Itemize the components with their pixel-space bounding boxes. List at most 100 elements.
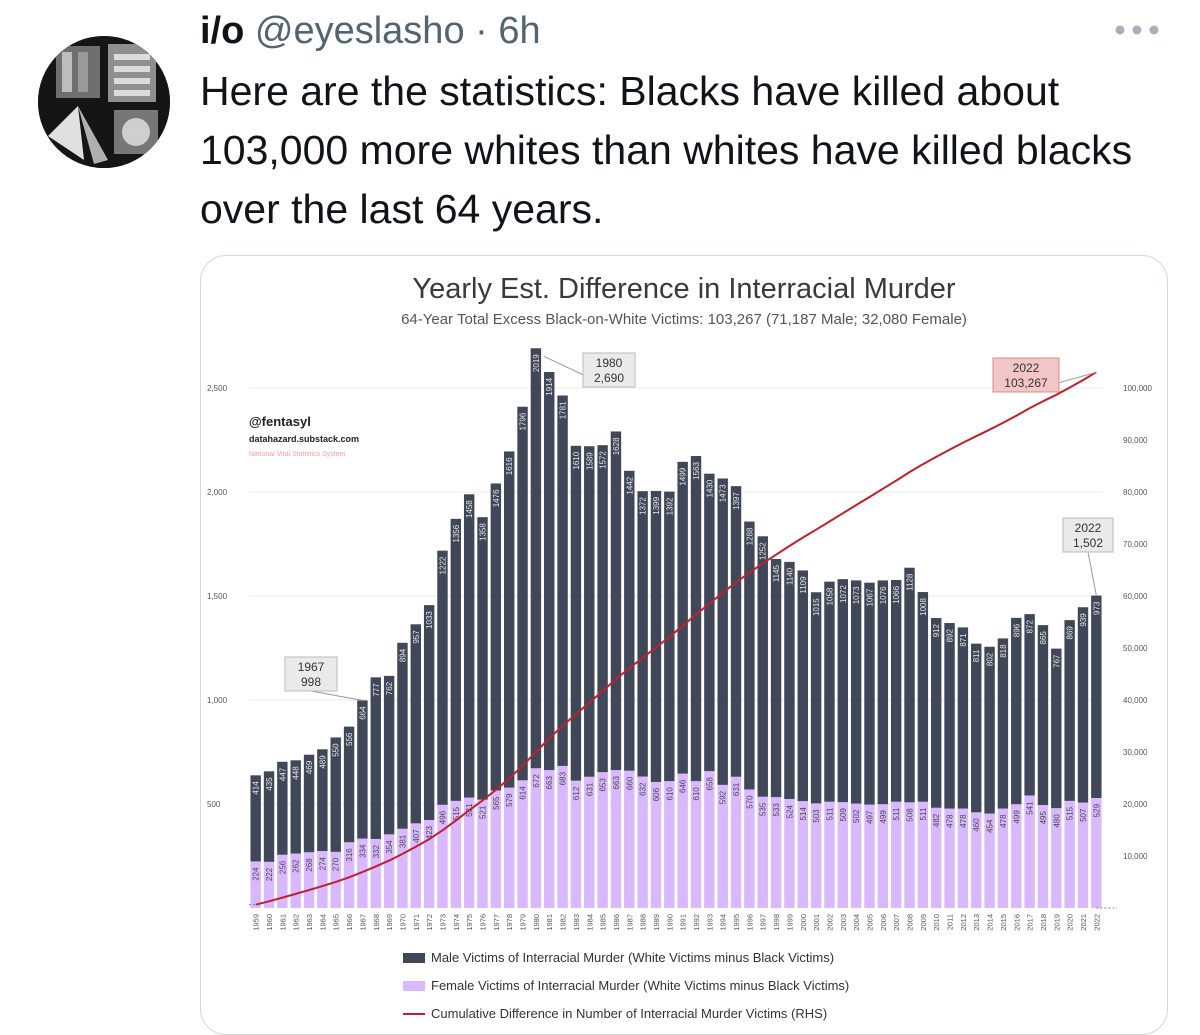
bar-label-male: 435 — [265, 777, 274, 791]
bar-male — [704, 473, 715, 772]
x-tick-label: 2022 — [1092, 914, 1101, 931]
bar-female — [570, 780, 582, 908]
bar-label-male: 894 — [398, 648, 407, 662]
author-avatar[interactable] — [38, 36, 170, 168]
callout-2022-yearly-pointer — [1087, 551, 1097, 596]
bar-label-male: 1499 — [679, 467, 688, 485]
bar-female — [1077, 802, 1089, 908]
bar-label-male: 872 — [1026, 620, 1035, 634]
cumulative-line — [255, 371, 1097, 906]
bar-female — [250, 861, 261, 908]
bar-male — [984, 646, 995, 814]
bar-male — [944, 623, 955, 809]
bar-male — [544, 371, 555, 771]
bar-male — [1024, 614, 1035, 796]
bar-male — [837, 579, 849, 803]
bar-male — [744, 521, 755, 790]
bar-label-female: 454 — [986, 819, 995, 833]
y-tick-right: 30,000 — [1123, 748, 1148, 757]
more-horizontal-icon[interactable] — [1112, 20, 1162, 40]
chart-title: Yearly Est. Difference in Interracial Mu… — [412, 273, 956, 305]
bar-male — [584, 446, 595, 777]
bar-label-female: 663 — [612, 776, 621, 790]
bar-male — [303, 754, 315, 853]
legend-swatch-male — [403, 953, 425, 963]
callout-2022-yearly-box — [1062, 517, 1114, 553]
bar-male — [263, 771, 275, 862]
bar-female — [450, 800, 462, 908]
bar-female — [730, 776, 742, 908]
bar-label-male: 489 — [318, 755, 327, 769]
bar-label-male: 1140 — [785, 567, 794, 585]
bar-label-female: 508 — [906, 808, 915, 822]
bar-label-female: 503 — [812, 809, 821, 823]
callout-1980-box — [582, 352, 636, 388]
tweet-media-card[interactable]: Yearly Est. Difference in Interracial Mu… — [200, 255, 1168, 1035]
x-tick-label: 2005 — [865, 914, 874, 931]
bar-male — [370, 677, 381, 839]
bar-label-male: 818 — [999, 644, 1008, 658]
bar-female — [410, 823, 422, 908]
bar-label-female: 606 — [652, 787, 661, 801]
bar-label-female: 533 — [772, 803, 781, 817]
bar-label-male: 892 — [946, 629, 955, 643]
x-tick-label: 1963 — [305, 914, 314, 931]
bar-label-male: 1392 — [665, 497, 674, 515]
bar-label-female: 610 — [665, 787, 674, 801]
bar-male — [277, 761, 288, 855]
bar-label-male: 1781 — [559, 401, 568, 419]
y-tick-right: 70,000 — [1123, 540, 1148, 549]
bar-label-female: 268 — [305, 858, 314, 872]
bar-label-female: 496 — [438, 810, 447, 824]
author-handle[interactable]: @eyeslasho — [254, 10, 465, 52]
bar-label-female: 646 — [679, 779, 688, 793]
bar-female — [277, 854, 288, 908]
tweet-text: Here are the statistics: Blacks have kil… — [200, 68, 1133, 232]
callout-1980-value: 2,690 — [594, 371, 624, 385]
bar-label-male: 811 — [972, 649, 981, 662]
bar-label-male: 469 — [305, 760, 314, 774]
interracial-murder-chart: Yearly Est. Difference in Interracial Mu… — [207, 273, 1152, 1021]
bar-label-male: 1145 — [772, 564, 781, 582]
bar-label-male: 1015 — [812, 598, 821, 616]
bar-label-female: 658 — [705, 777, 714, 791]
bar-male — [397, 642, 408, 829]
bar-female — [503, 787, 515, 908]
x-tick-label: 1994 — [719, 914, 728, 931]
watermark-source: National Vital Statistics System — [249, 451, 346, 458]
x-tick-label: 2013 — [972, 914, 981, 931]
bar-female — [463, 797, 475, 908]
x-tick-label: 1962 — [292, 914, 301, 931]
x-tick-label: 1997 — [759, 914, 768, 931]
post-time[interactable]: 6h — [498, 10, 541, 52]
bar-label-female: 592 — [719, 790, 728, 804]
bar-female — [557, 765, 568, 908]
bar-male — [904, 567, 915, 803]
bar-label-male: 762 — [385, 681, 394, 695]
y-tick-right: 100,000 — [1123, 384, 1152, 393]
bar-label-male: 1572 — [599, 451, 608, 469]
bar-label-female: 541 — [1026, 801, 1035, 815]
bar-label-female: 511 — [825, 807, 834, 820]
bar-female — [890, 801, 902, 908]
bar-female — [877, 804, 889, 908]
bar-female — [1024, 795, 1035, 908]
bar-male — [250, 775, 261, 862]
callout-1980-year: 1980 — [596, 356, 623, 370]
bar-label-female: 653 — [599, 778, 608, 792]
bar-male — [530, 348, 542, 769]
author-name[interactable]: i/o — [200, 10, 245, 52]
bar-male — [463, 494, 475, 798]
callout-1967-pointer — [310, 690, 363, 701]
x-tick-label: 1996 — [745, 914, 754, 931]
y-tick-right: 50,000 — [1123, 644, 1148, 653]
bar-female — [744, 789, 755, 908]
bar-label-female: 660 — [625, 776, 634, 790]
x-tick-label: 2006 — [879, 914, 888, 931]
bar-label-male: 1914 — [545, 377, 554, 395]
bar-male — [890, 579, 902, 802]
bar-label-female: 332 — [372, 844, 381, 858]
x-tick-label: 1980 — [532, 914, 541, 931]
bar-label-male: 939 — [1079, 613, 1088, 627]
bar-label-female: 507 — [1079, 808, 1088, 822]
